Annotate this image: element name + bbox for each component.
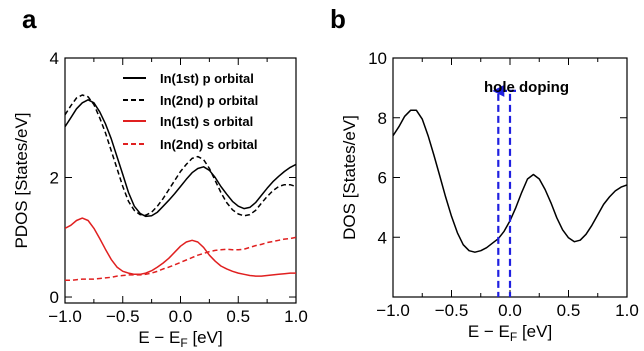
hole-doping-label: hole doping: [484, 79, 569, 96]
y-tick-label: 8: [378, 109, 387, 128]
y-tick-label: 4: [378, 228, 387, 247]
x-tick-label: 1.0: [284, 307, 308, 326]
legend-label-3: In(1st) s orbital: [160, 114, 253, 129]
panel-b-letter: b: [330, 4, 346, 34]
x-axis-label: E − EF [eV]: [138, 328, 222, 350]
x-tick-label: −1.0: [376, 301, 410, 320]
y-axis-label: DOS [States/eV]: [340, 115, 359, 240]
y-tick-label: 0: [50, 288, 59, 307]
x-tick-label: −0.5: [106, 307, 140, 326]
y-tick-label: 4: [50, 49, 59, 68]
legend-label-1: In(1st) p orbital: [160, 71, 254, 86]
series-line-3: [65, 217, 296, 277]
y-tick-label: 10: [368, 49, 387, 68]
x-tick-label: 0.0: [169, 307, 193, 326]
x-tick-label: 0.0: [498, 301, 522, 320]
series-line-4: [65, 236, 296, 282]
y-tick-label: 2: [50, 169, 59, 188]
panel-b-chart: −1.0 −0.5 0.0 0.5 1.0 4 6 8 10 E − EF [eV] DOS [St…: [340, 49, 639, 344]
legend-label-4: In(2nd) s orbital: [160, 137, 258, 152]
panel-a-letter: a: [22, 4, 37, 34]
panel-a-chart: −1.0 −0.5 0.0 0.5 1.0 0 2 4 E − EF [eV] PDOS [Sta…: [12, 49, 308, 350]
doping-arrow-head: [492, 84, 505, 97]
y-tick-label: 6: [378, 169, 387, 188]
series-line-2: [65, 94, 296, 217]
x-axis-label: E − EF [eV]: [468, 322, 552, 344]
legend-label-2: In(2nd) p orbital: [160, 93, 258, 108]
x-tick-label: 1.0: [615, 301, 639, 320]
y-axis-label: PDOS [States/eV]: [12, 112, 31, 248]
x-tick-label: 0.5: [557, 301, 581, 320]
x-tick-label: 0.5: [226, 307, 250, 326]
series-line-1: [65, 99, 296, 218]
x-tick-label: −1.0: [48, 307, 82, 326]
x-tick-label: −0.5: [435, 301, 469, 320]
